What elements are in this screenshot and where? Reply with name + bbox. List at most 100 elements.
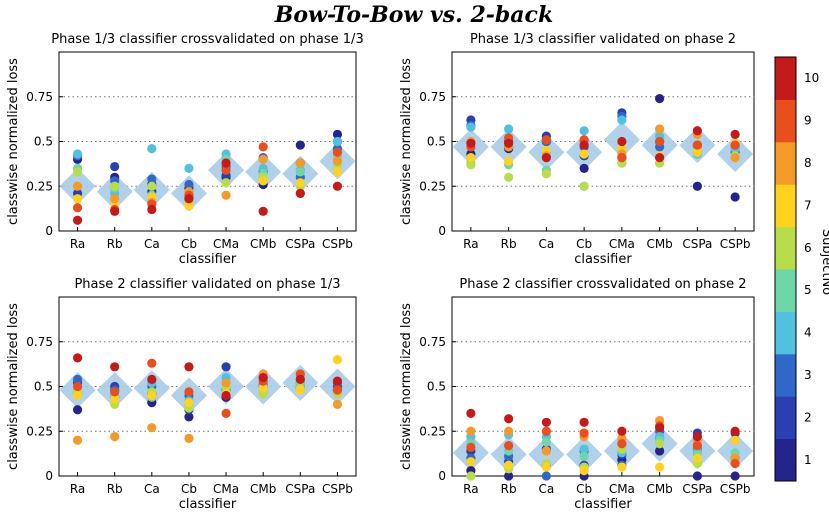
data-point xyxy=(692,432,702,442)
data-point xyxy=(332,385,343,395)
data-point xyxy=(147,358,157,368)
data-point xyxy=(72,167,83,177)
data-point xyxy=(466,442,476,452)
data-point xyxy=(579,451,589,461)
colorbar-segment xyxy=(775,438,796,482)
data-point xyxy=(72,390,83,401)
data-point xyxy=(332,399,343,409)
y-tick-label: 0.75 xyxy=(26,335,53,349)
colorbar-segment xyxy=(775,226,796,270)
y-tick-label: 0 xyxy=(45,469,53,483)
data-point xyxy=(579,126,589,136)
data-point xyxy=(541,153,551,163)
data-point xyxy=(184,387,194,397)
colorbar-tick-label: 4 xyxy=(804,326,812,340)
data-point xyxy=(730,153,740,163)
colorbar-segment xyxy=(775,353,796,397)
x-axis-label: classifier xyxy=(574,497,632,512)
data-point xyxy=(221,378,231,388)
data-point xyxy=(655,153,665,163)
data-point xyxy=(147,204,157,215)
colorbar-tick-label: 5 xyxy=(804,283,812,297)
data-point xyxy=(221,158,231,168)
data-point xyxy=(184,362,194,372)
x-tick-label: Cb xyxy=(576,482,592,496)
data-point xyxy=(295,385,305,395)
x-tick-label: CSPb xyxy=(322,237,353,251)
data-point xyxy=(110,362,120,372)
y-tick-label: 0 xyxy=(438,469,446,483)
panel-title: Phase 2 classifier crossvalidated on pha… xyxy=(459,277,746,292)
data-point xyxy=(692,147,702,157)
x-tick-label: Cb xyxy=(181,482,197,496)
data-point xyxy=(258,206,268,216)
data-point xyxy=(184,179,194,190)
y-tick-label: 0.25 xyxy=(26,424,53,438)
x-tick-label: Ra xyxy=(463,237,478,251)
data-point xyxy=(504,426,514,436)
data-point xyxy=(504,460,514,470)
data-point xyxy=(730,471,740,481)
data-point xyxy=(617,153,627,163)
data-point xyxy=(579,163,589,173)
x-tick-label: CSPb xyxy=(720,482,751,496)
data-point xyxy=(579,181,589,191)
data-point xyxy=(72,215,83,225)
data-point xyxy=(541,417,551,427)
y-tick-label: 0.5 xyxy=(34,135,53,149)
x-tick-label: CMa xyxy=(213,237,239,251)
data-point xyxy=(258,176,268,186)
data-point xyxy=(541,426,551,436)
data-point xyxy=(504,124,514,134)
y-axis-label: classwise normalized loss xyxy=(6,303,21,470)
data-point xyxy=(110,387,120,397)
y-axis-label: classwise normalized loss xyxy=(399,303,414,470)
data-point xyxy=(72,181,83,191)
data-point xyxy=(541,169,551,179)
data-point xyxy=(579,140,589,150)
y-tick-label: 0.25 xyxy=(26,179,53,193)
data-point xyxy=(466,457,476,467)
x-tick-label: Ca xyxy=(539,482,555,496)
x-tick-label: Cb xyxy=(576,237,592,251)
data-point xyxy=(332,129,343,139)
x-tick-label: CMb xyxy=(646,482,672,496)
data-point xyxy=(504,156,514,166)
data-point xyxy=(184,398,194,408)
data-point xyxy=(692,453,702,463)
x-tick-label: CSPb xyxy=(322,482,353,496)
data-point xyxy=(295,140,305,150)
colorbar-label: SubjectNo xyxy=(819,229,829,295)
colorbar-frame xyxy=(774,56,797,482)
x-tick-label: Cb xyxy=(181,237,197,251)
data-point xyxy=(579,149,589,159)
data-point xyxy=(258,154,268,164)
data-point xyxy=(692,471,702,481)
colorbar-segment xyxy=(775,184,796,228)
data-point xyxy=(730,458,740,469)
y-tick-label: 0.5 xyxy=(34,380,53,394)
data-point xyxy=(72,149,83,159)
colorbar-segment xyxy=(775,57,796,100)
colorbar-tick-label: 8 xyxy=(804,156,812,170)
data-point xyxy=(295,158,305,168)
data-point xyxy=(147,181,157,191)
data-point xyxy=(541,446,551,456)
colorbar-segment xyxy=(775,311,796,355)
colorbar-tick-label: 1 xyxy=(804,453,812,467)
data-point xyxy=(295,167,305,177)
data-point xyxy=(221,390,231,401)
y-tick-label: 0.25 xyxy=(419,424,446,438)
data-point xyxy=(147,390,157,401)
x-tick-label: CSPa xyxy=(682,237,712,251)
x-axis-label: classifier xyxy=(179,497,237,512)
data-point xyxy=(72,203,83,213)
y-tick-label: 0.75 xyxy=(419,90,446,104)
data-point xyxy=(72,353,83,363)
data-point xyxy=(617,426,627,436)
x-tick-label: CMb xyxy=(250,237,276,251)
colorbar-segment xyxy=(775,396,796,440)
data-point xyxy=(730,435,740,445)
x-tick-label: CMb xyxy=(250,482,276,496)
